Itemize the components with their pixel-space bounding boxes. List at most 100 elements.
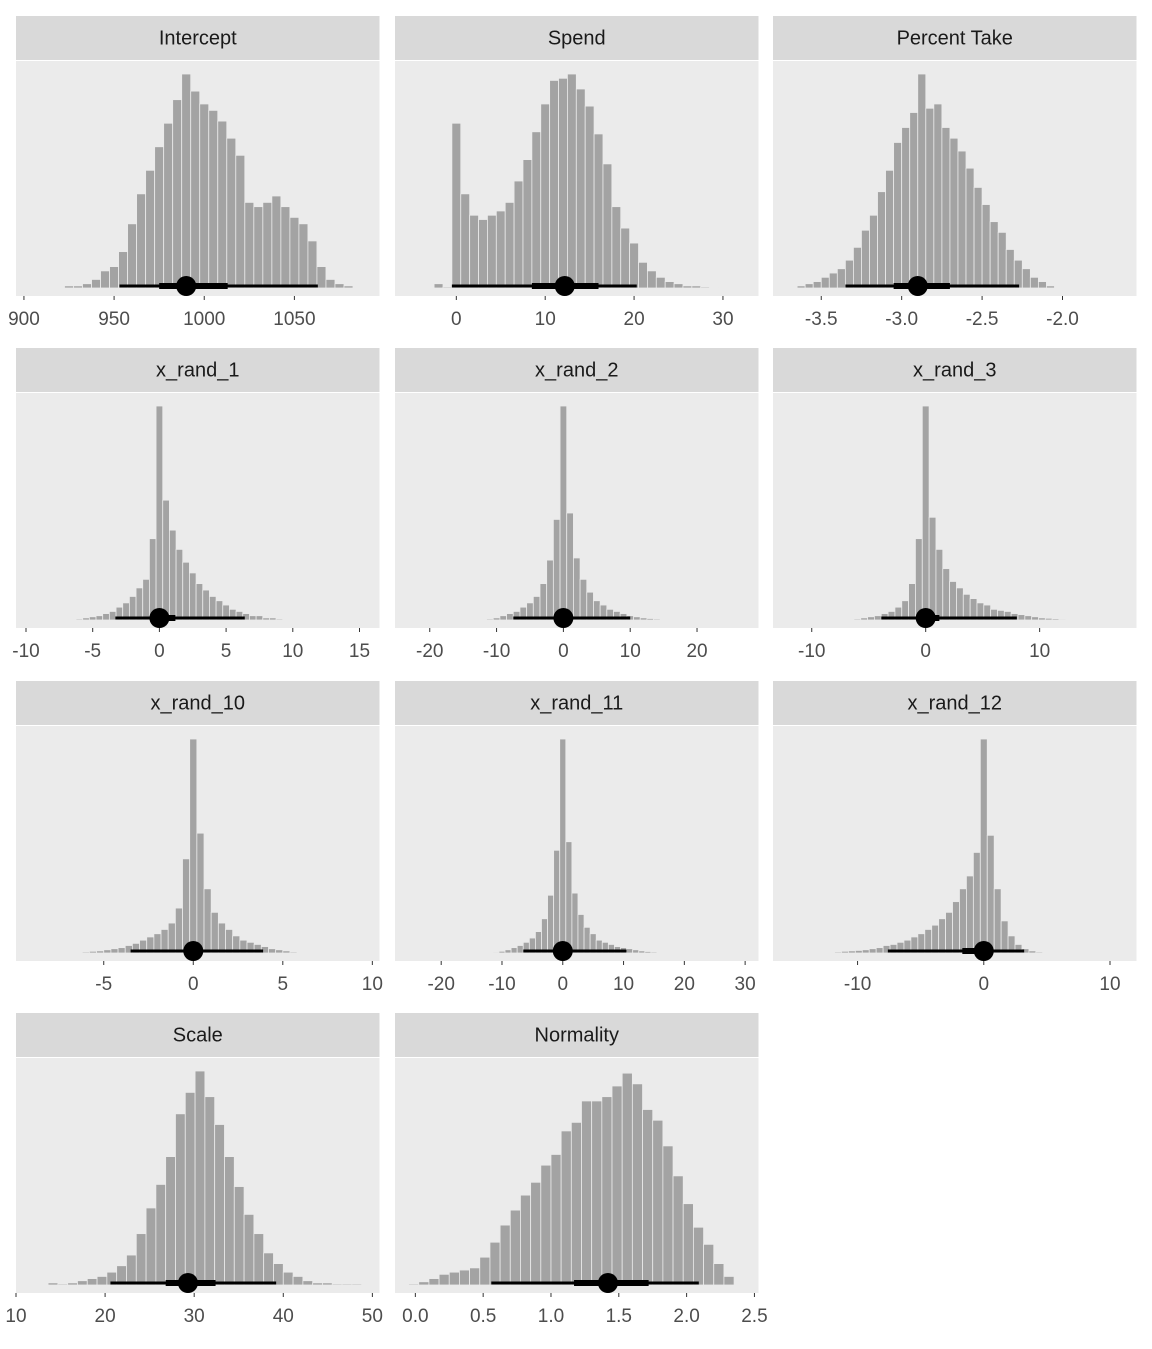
histogram-bar <box>87 1279 97 1285</box>
histogram-bar <box>724 1276 734 1285</box>
histogram-bar <box>828 952 835 953</box>
histogram-bar <box>136 588 143 620</box>
histogram-bar <box>146 170 155 288</box>
median-point <box>149 608 169 628</box>
x-tick-label: 20 <box>674 974 695 995</box>
histogram-bar <box>632 1084 642 1285</box>
histogram-bar <box>517 946 523 953</box>
histogram-bar <box>1045 618 1052 620</box>
histogram-bar <box>487 215 496 288</box>
median-point <box>178 1273 198 1293</box>
histogram-bar <box>197 833 204 953</box>
histogram-bar <box>111 949 118 953</box>
histogram-bar <box>293 1276 303 1285</box>
histogram-bar <box>683 286 692 288</box>
histogram-bar <box>511 948 517 953</box>
histogram-bar <box>322 1283 332 1285</box>
histogram-bar <box>973 852 980 953</box>
histogram-bar <box>531 1182 541 1285</box>
histogram-bar <box>603 164 612 288</box>
strip-title: Spend <box>548 27 606 49</box>
histogram-bar <box>946 912 953 953</box>
histogram-bar <box>660 619 667 620</box>
histogram-bar <box>541 919 547 953</box>
x-tick-label: -10 <box>12 641 39 662</box>
x-tick-label: 0 <box>978 974 989 995</box>
histogram-bar <box>853 247 861 288</box>
histogram-bar <box>645 952 651 953</box>
x-tick-label: 10 <box>535 309 556 330</box>
histogram-bar <box>813 282 821 288</box>
histogram-bar <box>480 619 487 620</box>
histogram-bar <box>585 106 594 288</box>
histogram-bar <box>234 1187 244 1285</box>
histogram-bar <box>75 952 82 953</box>
histogram-bar <box>92 279 101 288</box>
x-tick-label: 20 <box>95 1306 116 1327</box>
histogram-bar <box>256 616 263 620</box>
histogram-bar <box>868 617 875 620</box>
x-tick-label: 1050 <box>273 309 315 330</box>
histogram-bar <box>656 277 665 288</box>
x-tick-label: 5 <box>221 641 232 662</box>
median-point <box>908 276 928 296</box>
histogram-bar <box>845 260 853 288</box>
histogram-bar <box>195 1071 205 1285</box>
x-tick-label: 10 <box>620 641 641 662</box>
histogram-bar <box>630 243 639 288</box>
histogram-bar <box>966 168 974 288</box>
histogram-bar <box>218 121 227 288</box>
histogram-bar <box>190 739 197 953</box>
histogram-bar <box>276 619 283 620</box>
histogram-bar <box>182 74 191 288</box>
histogram-bar <box>909 584 916 620</box>
histogram-bar <box>1029 951 1036 953</box>
histogram-bar <box>276 950 283 953</box>
x-tick-label: -2.5 <box>966 309 999 330</box>
histogram-bar <box>934 104 942 288</box>
histogram-bar <box>189 573 196 620</box>
histogram-bar <box>950 138 958 288</box>
histogram-bar <box>65 286 74 288</box>
histogram-bar <box>829 273 837 288</box>
histogram-bar <box>326 279 335 288</box>
histogram-bar <box>110 267 119 288</box>
histogram-bar <box>841 951 848 953</box>
x-tick-label: 0 <box>558 641 569 662</box>
median-point <box>598 1273 618 1293</box>
histogram-bar <box>68 1283 78 1285</box>
histogram-bar <box>335 284 344 288</box>
histogram-bar <box>101 271 110 288</box>
histogram-bar <box>196 584 203 620</box>
x-tick-label: -10 <box>488 974 515 995</box>
histogram-bar <box>313 1283 323 1285</box>
histogram-bar <box>175 1114 185 1285</box>
histogram-bar <box>837 269 845 288</box>
histogram-bar <box>263 618 270 620</box>
histogram-bar <box>939 919 946 953</box>
histogram-bar <box>297 952 304 953</box>
histogram-bar <box>76 619 83 620</box>
x-tick-label: 0 <box>557 974 568 995</box>
histogram-bar <box>602 1097 612 1285</box>
histogram-bar <box>647 619 654 620</box>
histogram-bar <box>547 560 554 620</box>
median-point <box>553 608 573 628</box>
x-tick-label: -5 <box>95 974 112 995</box>
histogram-bar <box>163 500 170 620</box>
x-tick-label: 950 <box>98 309 130 330</box>
histogram-bar <box>409 1284 419 1285</box>
histogram-bar <box>551 1154 561 1285</box>
histogram-bar <box>654 619 661 620</box>
histogram-bar <box>209 596 216 620</box>
strip-title: x_rand_11 <box>530 692 623 714</box>
histogram-bar <box>272 196 281 288</box>
x-tick-label: 20 <box>624 309 645 330</box>
histogram-bar <box>848 951 855 953</box>
histogram-bar <box>950 581 957 620</box>
histogram-bar <box>254 207 263 288</box>
